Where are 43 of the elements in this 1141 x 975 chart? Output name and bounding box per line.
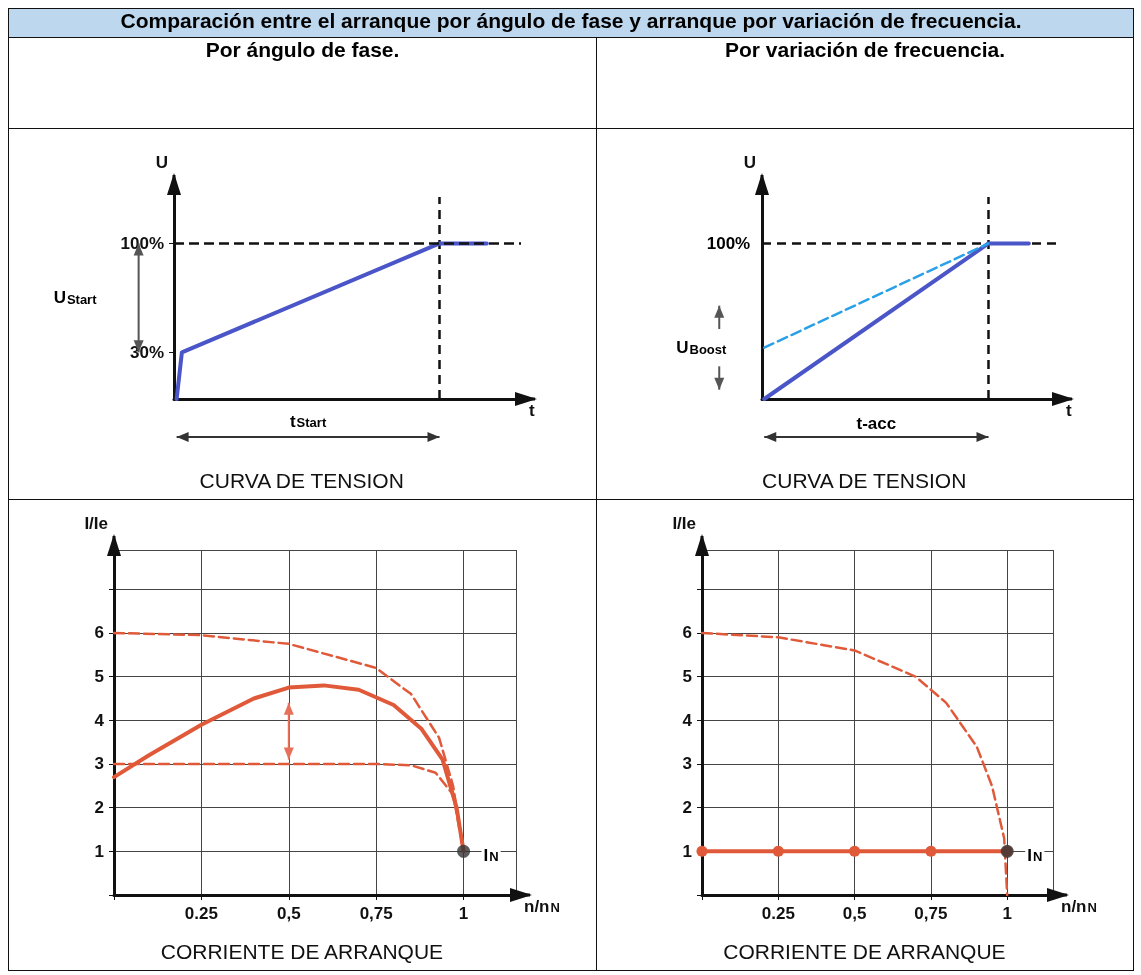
x-tick-label: 0,5 — [842, 904, 867, 923]
x-tick-label: 1 — [458, 904, 469, 923]
text: tStart — [289, 411, 327, 431]
x-tick-label: 0,75 — [359, 904, 393, 923]
y-tick-label: 4 — [94, 710, 105, 730]
y-tick-label: 3 — [94, 754, 104, 774]
text: 100% — [706, 233, 751, 253]
text: UBoost — [676, 338, 728, 358]
text: UStart — [53, 288, 98, 308]
x-axis-title: n/nN — [1061, 896, 1097, 916]
y-axis-title: I/Ie — [672, 514, 696, 533]
x-tick-label: 0.25 — [761, 904, 795, 923]
y-tick-label: 2 — [94, 798, 104, 818]
y-tick-label: 4 — [682, 710, 693, 730]
text: CURVA DE TENSION — [199, 469, 404, 492]
text: t-acc — [856, 413, 897, 433]
annotation: IN — [1027, 845, 1043, 865]
text: CURVA DE TENSION — [762, 469, 967, 492]
annotation: IN — [483, 845, 499, 865]
text: CORRIENTE DE ARRANQUE — [160, 940, 444, 963]
y-tick-label: 5 — [94, 667, 104, 687]
y-axis-title: U — [155, 153, 168, 172]
y-tick-label: 6 — [682, 623, 692, 643]
y-tick-label: 1 — [682, 841, 692, 861]
x-tick-label: 0.25 — [184, 904, 218, 923]
x-axis-title: n/nN — [524, 896, 560, 916]
y-tick-label: 5 — [682, 667, 692, 687]
x-tick-label: 0,5 — [276, 904, 301, 923]
chart-subtitle: Por ángulo de fase. — [8, 37, 597, 129]
text: Comparación entre el arranque por ángulo de fase y arranque por variación de frecuencia. — [8, 8, 1134, 38]
x-axis-title: t — [1066, 400, 1072, 420]
y-axis-title: U — [743, 153, 756, 172]
y-tick-label: 2 — [682, 798, 692, 818]
y-tick-label: 1 — [94, 841, 104, 861]
y-tick-label: 3 — [682, 754, 692, 774]
x-tick-label: 1 — [1002, 904, 1012, 923]
x-axis-title: t — [529, 400, 535, 420]
y-tick-label: 30% — [129, 342, 164, 362]
text: CORRIENTE DE ARRANQUE — [723, 940, 1006, 963]
x-tick-label: 0,75 — [914, 904, 948, 923]
chart-subtitle: Por variación de frecuencia. — [596, 37, 1134, 129]
y-axis-title: I/Ie — [84, 514, 108, 533]
y-tick-label: 6 — [94, 623, 104, 643]
